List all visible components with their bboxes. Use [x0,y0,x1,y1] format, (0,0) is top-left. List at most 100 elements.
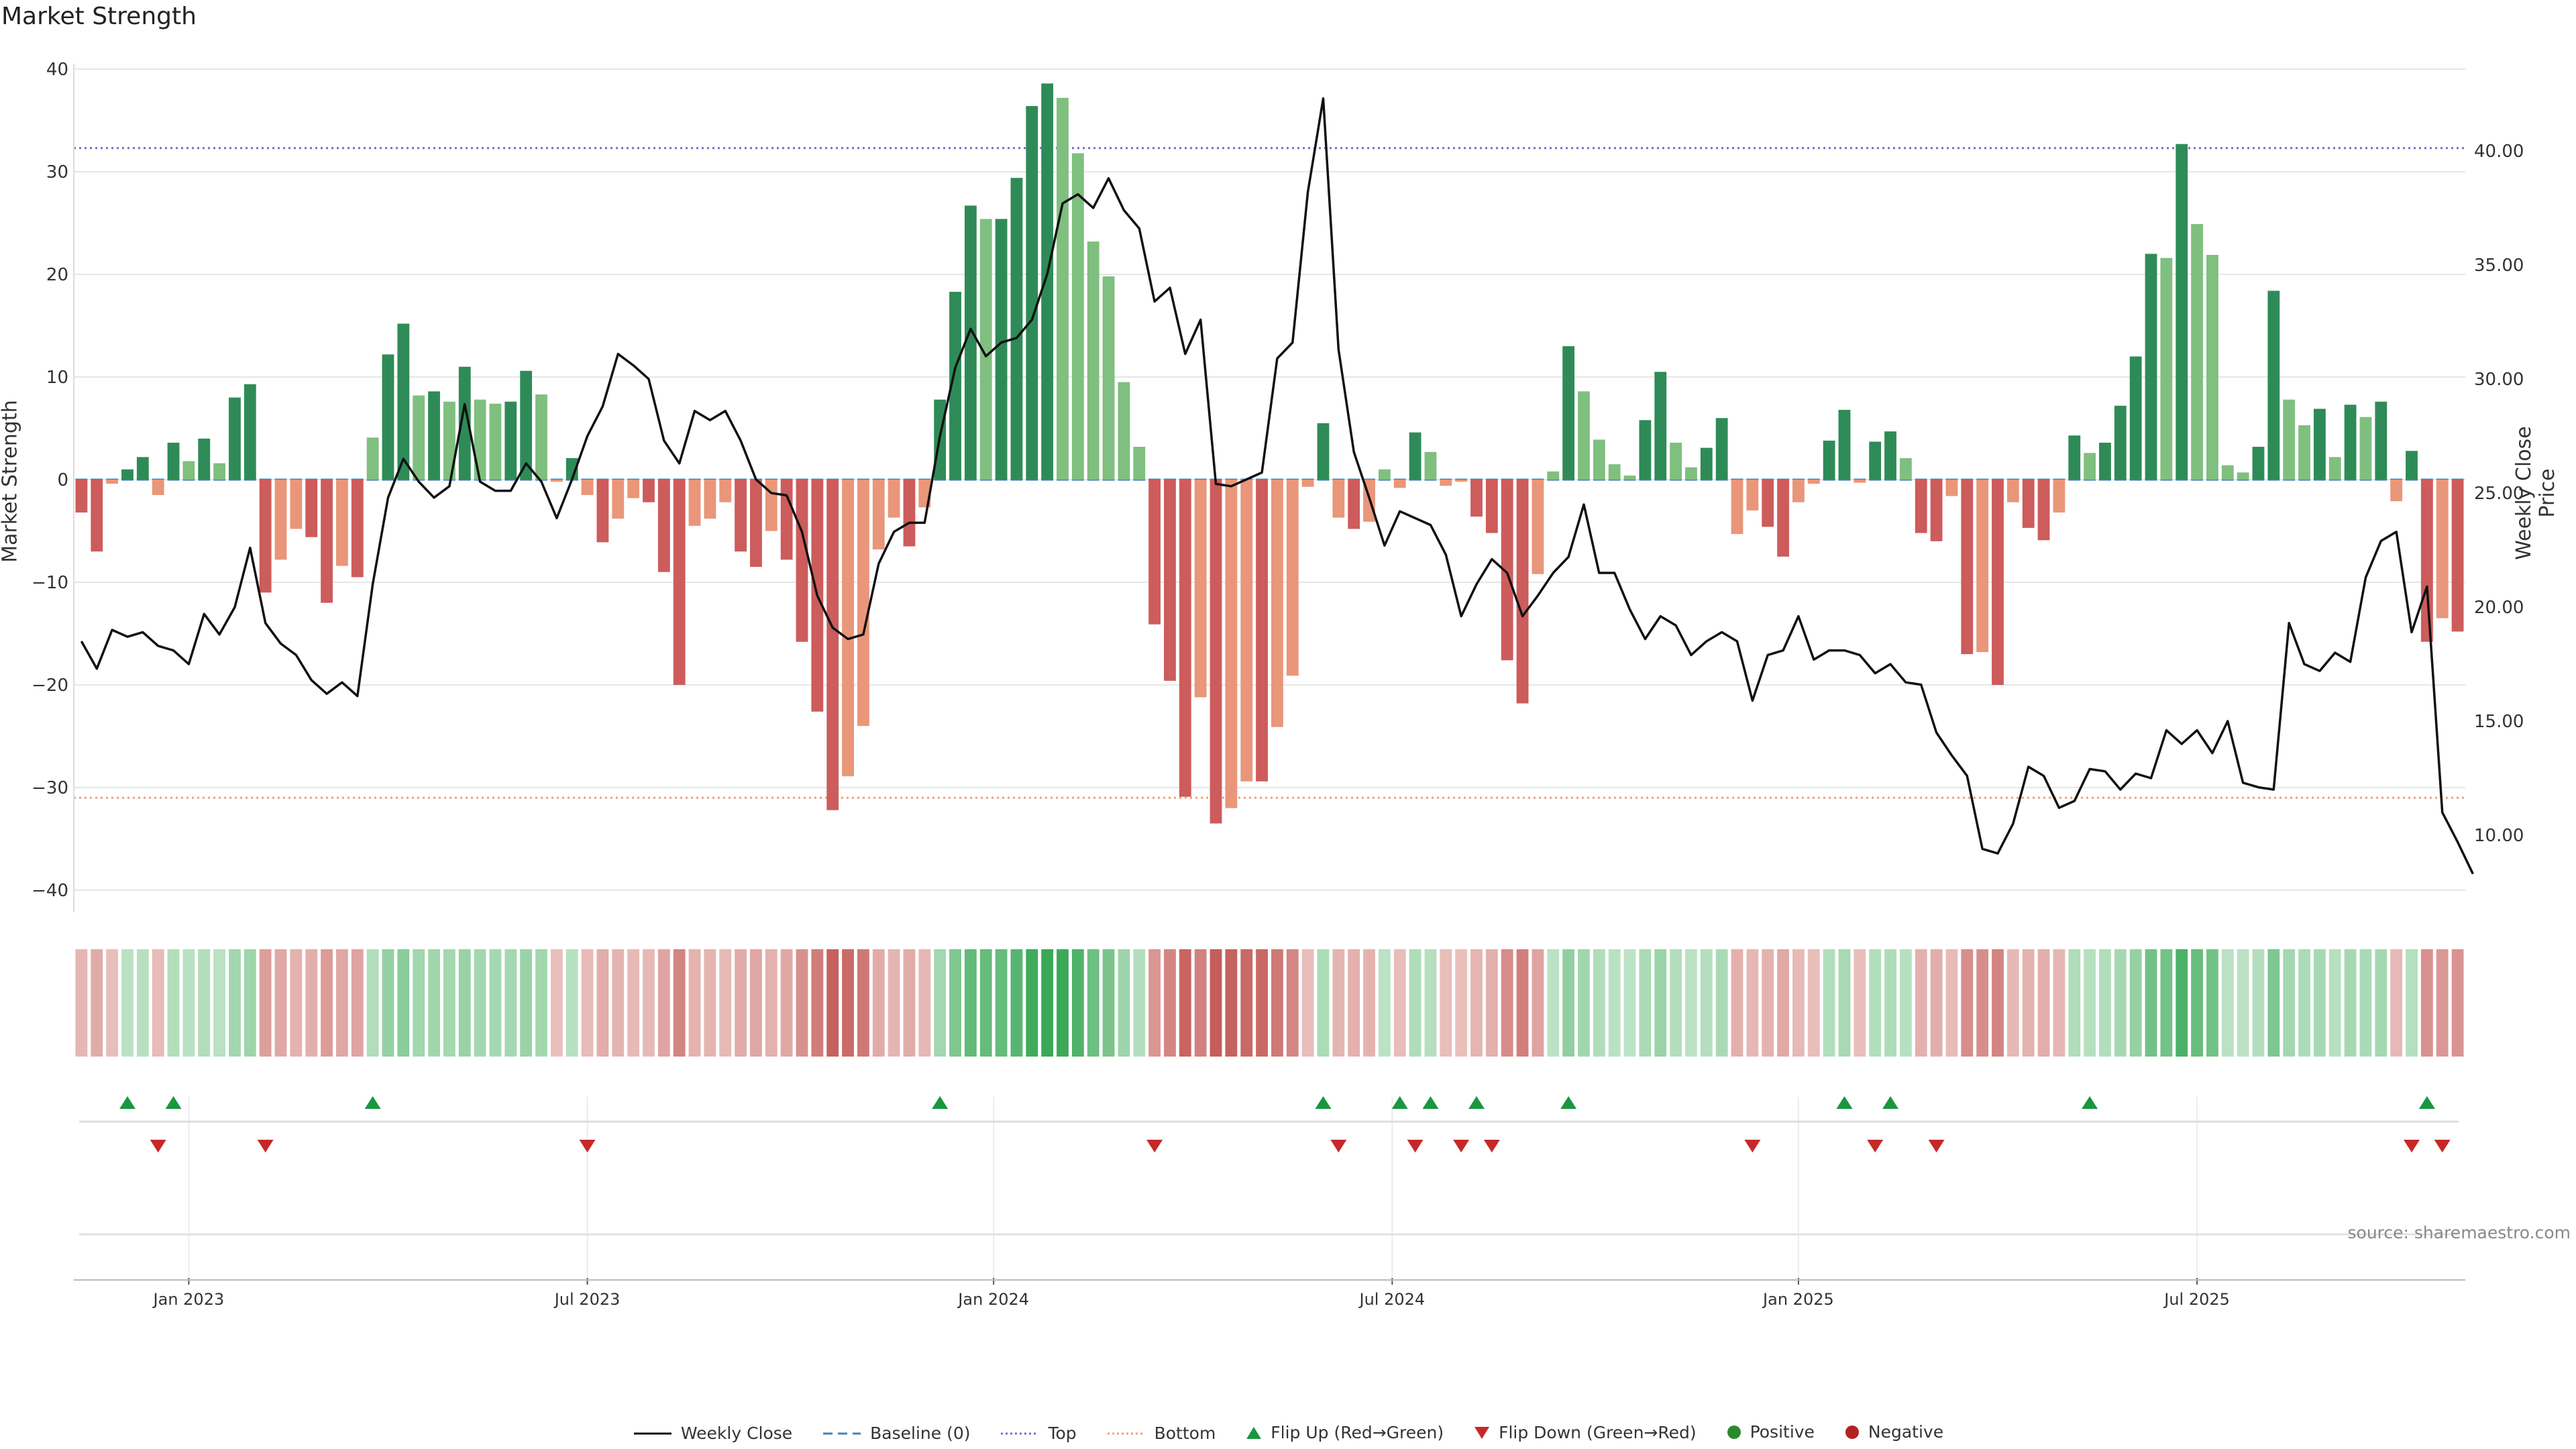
heat-cell [1854,949,1866,1057]
heat-cell [2221,949,2234,1057]
flip-down-marker [579,1140,596,1152]
heat-cell [1455,949,1468,1057]
red-dot-icon [1845,1425,1859,1439]
heat-cell [1225,949,1238,1057]
y-right-tick-label: 30.00 [2474,370,2524,390]
strength-bar [1010,178,1023,480]
strength-bar [1899,458,1912,480]
legend-item-bottom: Bottom [1106,1424,1216,1443]
y-left-tick-label: 10 [46,368,68,388]
heat-cell [213,949,226,1057]
heat-cell [826,949,839,1057]
strength-heat-strip [75,949,2464,1057]
heat-cell [719,949,732,1057]
heat-cell [657,949,670,1057]
heat-cell [1915,949,1927,1057]
strength-bar [152,480,164,495]
strength-bar [1532,480,1544,574]
heat-cell [1777,949,1789,1057]
strength-bar [2206,254,2218,480]
y-axis-right-label: Weekly Close Price [2512,426,2559,560]
heat-cell [1685,949,1697,1057]
flip-up-marker [1422,1096,1439,1109]
strength-bar [2022,480,2035,528]
heat-cell [1378,949,1391,1057]
legend-label: Flip Up (Red→Green) [1271,1423,1444,1442]
heat-cell [596,949,609,1057]
heat-cell [1976,949,1989,1057]
strength-bar [2006,480,2019,502]
heat-cell [2206,949,2218,1057]
heat-cell [1332,949,1345,1057]
heat-cell [1010,949,1023,1057]
heat-cell [198,949,211,1057]
strength-bar [550,480,563,482]
strength-bar [2068,435,2081,480]
strength-bar [1102,276,1115,480]
heat-cell [643,949,655,1057]
flip-down-marker [2434,1140,2451,1152]
heat-cell [2037,949,2050,1057]
strength-bar [136,457,149,480]
y-right-tick-label: 40.00 [2474,142,2524,162]
strength-bar [1286,480,1299,676]
heat-cell [1271,949,1283,1057]
dotted-purple-line-icon [1001,1432,1039,1434]
y-left-tick-label: 20 [46,265,68,285]
strength-bar [1225,480,1238,808]
heat-cell [1286,949,1299,1057]
flip-up-marker [1882,1096,1899,1109]
legend-label: Bottom [1154,1424,1216,1443]
y-left-tick-label: −20 [32,676,68,696]
strength-bar [1516,480,1529,704]
flip-up-marker [2082,1096,2098,1109]
heat-cell [918,949,931,1057]
strength-bar [1271,480,1283,727]
heat-cell [1256,949,1268,1057]
heat-cell [2420,949,2433,1057]
heat-cell [1792,949,1805,1057]
heat-cell [1623,949,1636,1057]
heat-cell [1301,949,1314,1057]
strength-bar [750,480,762,568]
heat-cell [2283,949,2296,1057]
strength-bar [1593,439,1605,480]
heat-cell [1071,949,1084,1057]
strength-bar [657,480,670,572]
heat-cell [2099,949,2111,1057]
heat-cell [458,949,471,1057]
strength-bar [244,384,256,480]
heat-cell [1670,949,1682,1057]
heat-cell [504,949,517,1057]
heat-cell [750,949,762,1057]
heat-cell [1516,949,1529,1057]
heat-cell [796,949,808,1057]
x-tick-label: Jan 2025 [1762,1290,1834,1309]
strength-bar [1715,418,1728,480]
heat-cell [1148,949,1161,1057]
heat-cell [2252,949,2265,1057]
strength-bar [1608,464,1621,480]
strength-bar [949,292,961,480]
heat-cell [1823,949,1835,1057]
heat-cell [336,949,348,1057]
heat-cell [351,949,364,1057]
strength-bar [1240,480,1253,782]
strength-bar [290,480,303,529]
legend: Weekly Close Baseline (0) Top Bottom Fli… [0,1422,2576,1444]
heat-cell [106,949,119,1057]
strength-bar [428,391,440,480]
strength-bar [1777,480,1789,557]
heat-cell [1057,949,1069,1057]
strength-bar [765,480,777,531]
strength-bar [2283,399,2296,480]
strength-bar [167,442,180,480]
heat-cell [1363,949,1375,1057]
strength-bar [1194,480,1207,698]
strength-bar [75,480,88,513]
strength-bar [1578,391,1590,480]
strength-bar [2267,290,2280,480]
y-right-tick-label: 15.00 [2474,712,2524,732]
strength-bar [1409,432,1421,480]
heat-cell [1547,949,1560,1057]
